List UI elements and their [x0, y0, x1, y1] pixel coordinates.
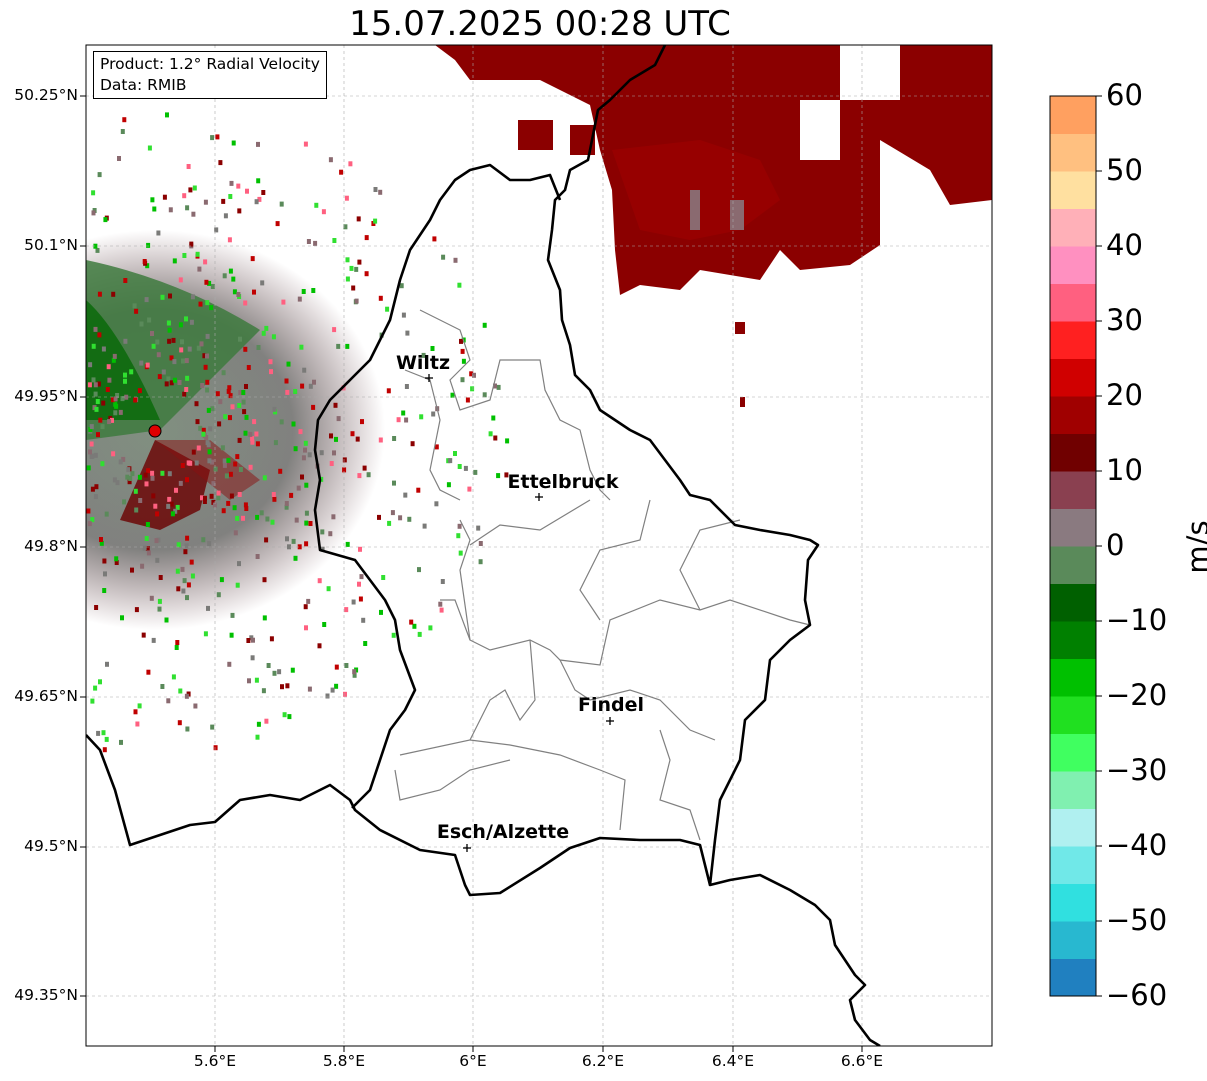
colorbar-segment — [1050, 133, 1096, 172]
colorbar-tick-label: 30 — [1106, 303, 1143, 337]
city-marker-esch — [463, 844, 471, 852]
colorbar-segment — [1050, 546, 1096, 584]
colorbar-tick-label: 10 — [1106, 453, 1143, 487]
colorbar-segment — [1050, 621, 1096, 659]
city-marker-ettelbruck — [535, 493, 543, 501]
city-label-ettelbruck: Ettelbruck — [508, 471, 619, 493]
city-label-wiltz: Wiltz — [396, 352, 450, 374]
colorbar-segment — [1050, 471, 1096, 509]
colorbar-segment — [1050, 246, 1096, 284]
product-info-box: Product: 1.2° Radial Velocity Data: RMIB — [93, 51, 327, 99]
lat-label: 49.35°N — [14, 986, 78, 1004]
colorbar-segment — [1050, 958, 1096, 997]
lon-label: 5.8°E — [322, 1052, 366, 1070]
colorbar-tick-label: −10 — [1106, 603, 1168, 637]
lat-label: 49.65°N — [14, 687, 78, 705]
colorbar-tick-label: 40 — [1106, 228, 1143, 262]
colorbar-segment — [1050, 883, 1096, 922]
colorbar-segment — [1050, 508, 1096, 547]
colorbar-tick-label: 0 — [1106, 528, 1125, 562]
colorbar-tick-label: −40 — [1106, 828, 1168, 862]
lon-label: 6°E — [459, 1052, 487, 1070]
colorbar-segment — [1050, 396, 1096, 434]
city-marker-wiltz — [425, 374, 433, 382]
colorbar-segment — [1050, 358, 1096, 397]
colorbar-segment — [1050, 583, 1096, 622]
colorbar-tick-label: −20 — [1106, 678, 1168, 712]
colorbar-tick-label: 50 — [1106, 153, 1143, 187]
radar-echo-near — [86, 230, 385, 630]
map-frame — [85, 44, 993, 1047]
colorbar-tick-label: −30 — [1106, 753, 1168, 787]
data-source-label: Data: RMIB — [100, 76, 187, 94]
colorbar-unit-label: m/s — [1181, 520, 1207, 574]
colorbar-tick-label: 60 — [1106, 78, 1143, 112]
colorbar-segment — [1050, 696, 1096, 734]
lat-label: 49.8°N — [24, 537, 78, 555]
lat-label: 50.1°N — [24, 236, 78, 254]
radar-speckle — [86, 112, 510, 753]
lat-label: 50.25°N — [14, 86, 78, 104]
colorbar-segment — [1050, 808, 1096, 847]
colorbar-segment — [1050, 771, 1096, 809]
city-marker-findel — [606, 717, 614, 725]
lon-label: 6.6°E — [840, 1052, 884, 1070]
map-title: 15.07.2025 00:28 UTC — [349, 4, 731, 44]
colorbar-segment — [1050, 433, 1096, 472]
colorbar-segment — [1050, 921, 1096, 959]
city-label-esch: Esch/Alzette — [437, 821, 569, 843]
national-borders — [86, 45, 881, 1046]
colorbar-segment — [1050, 283, 1096, 322]
lat-label: 49.5°N — [24, 837, 78, 855]
lat-label: 49.95°N — [14, 387, 78, 405]
radar-echo-northeast — [435, 45, 992, 407]
lon-label: 6.2°E — [581, 1052, 625, 1070]
colorbar-tick-label: −60 — [1106, 978, 1168, 1012]
colorbar-tick-label: −50 — [1106, 903, 1168, 937]
canton-boundaries — [394, 309, 811, 841]
colorbar-segment — [1050, 171, 1096, 209]
colorbar-segment — [1050, 321, 1096, 359]
lon-label: 5.6°E — [193, 1052, 237, 1070]
city-markers — [425, 374, 614, 852]
graticule — [86, 45, 992, 1046]
colorbar-segment — [1050, 733, 1096, 772]
city-label-findel: Findel — [578, 694, 644, 716]
colorbar-segment — [1050, 208, 1096, 247]
colorbar-segment — [1050, 658, 1096, 697]
colorbar-tick-label: 20 — [1106, 378, 1143, 412]
colorbar — [1049, 95, 1097, 997]
product-label: Product: 1.2° Radial Velocity — [100, 55, 320, 73]
colorbar-segment — [1050, 846, 1096, 884]
radar-site-marker — [148, 424, 162, 438]
colorbar-segment — [1050, 96, 1096, 134]
lon-label: 6.4°E — [711, 1052, 755, 1070]
